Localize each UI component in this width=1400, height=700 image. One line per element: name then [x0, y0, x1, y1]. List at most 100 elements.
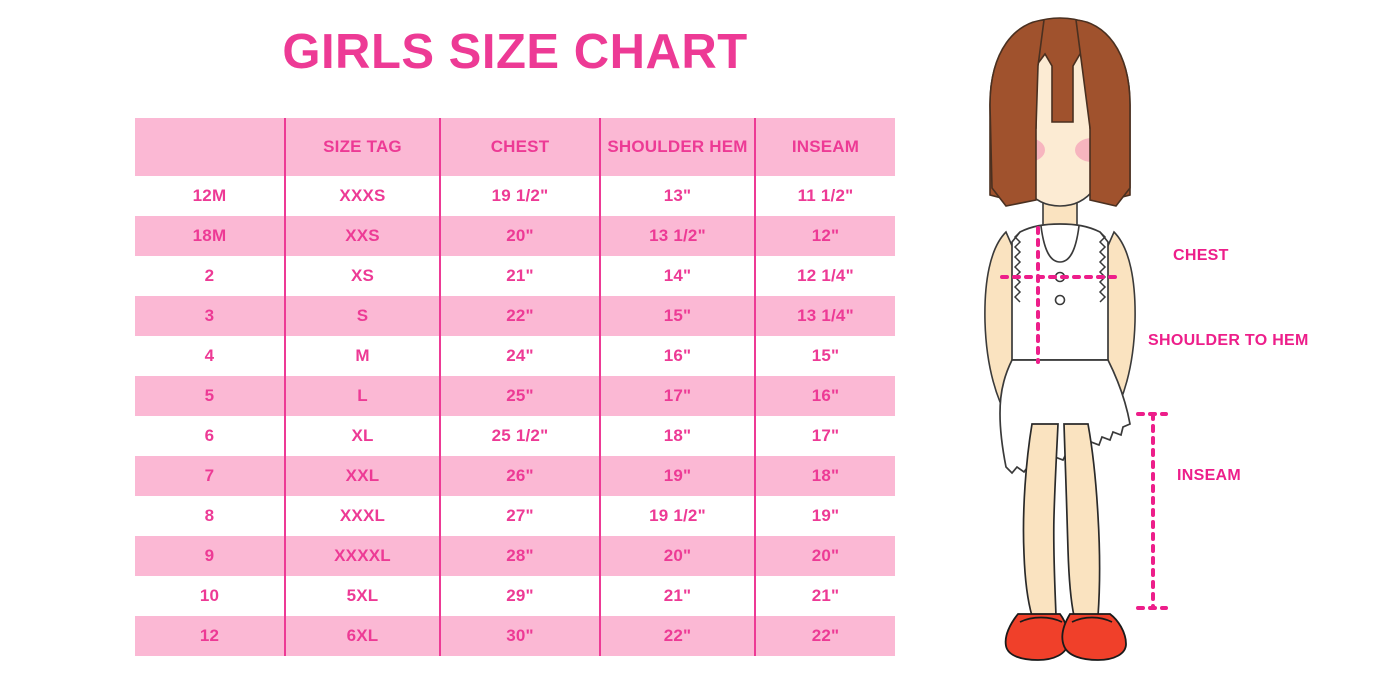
blouse-neckline — [1040, 225, 1080, 263]
table-body: 12M XXXS 19 1/2" 13" 11 1/2" 18M XXS 20"… — [135, 176, 895, 656]
column-header-inseam: INSEAM — [754, 118, 895, 176]
cell-inseam: 12 1/4" — [754, 256, 895, 296]
cell-chest: 25" — [439, 376, 600, 416]
cell-size: 4 — [135, 336, 285, 376]
cell-size-tag: 6XL — [284, 616, 440, 656]
cell-size: 8 — [135, 496, 285, 536]
cell-shoulder-hem: 15" — [599, 296, 755, 336]
cell-inseam: 13 1/4" — [754, 296, 895, 336]
cell-chest: 25 1/2" — [439, 416, 600, 456]
shoulder-to-hem-measure-label: SHOULDER TO HEM — [1148, 332, 1309, 349]
cell-chest: 22" — [439, 296, 600, 336]
table-row: 12M XXXS 19 1/2" 13" 11 1/2" — [135, 176, 895, 216]
cell-shoulder-hem: 22" — [599, 616, 755, 656]
cell-shoulder-hem: 17" — [599, 376, 755, 416]
cell-inseam: 20" — [754, 536, 895, 576]
hair-left-icon — [989, 19, 1045, 207]
cell-shoulder-hem: 21" — [599, 576, 755, 616]
table-row: 7 XXL 26" 19" 18" — [135, 456, 895, 496]
table-row: 12 6XL 30" 22" 22" — [135, 616, 895, 656]
cell-inseam: 12" — [754, 216, 895, 256]
table-header: SIZE TAG CHEST SHOULDER HEM INSEAM — [135, 118, 895, 176]
cell-size: 3 — [135, 296, 285, 336]
cell-shoulder-hem: 14" — [599, 256, 755, 296]
cell-inseam: 16" — [754, 376, 895, 416]
cell-size-tag: XXXS — [284, 176, 440, 216]
cell-shoulder-hem: 20" — [599, 536, 755, 576]
leg-left-shape — [1022, 423, 1059, 617]
cell-size: 7 — [135, 456, 285, 496]
cell-inseam: 17" — [754, 416, 895, 456]
button-lower-icon — [1054, 294, 1066, 306]
shoe-left-strap-icon — [1019, 616, 1063, 623]
table-row: 6 XL 25 1/2" 18" 17" — [135, 416, 895, 456]
cell-size: 9 — [135, 536, 285, 576]
hair-right-icon — [1075, 19, 1131, 207]
cell-shoulder-hem: 19 1/2" — [599, 496, 755, 536]
cell-size: 18M — [135, 216, 285, 256]
table-row: 3 S 22" 15" 13 1/4" — [135, 296, 895, 336]
table-header-row: SIZE TAG CHEST SHOULDER HEM INSEAM — [135, 118, 895, 176]
cell-chest: 29" — [439, 576, 600, 616]
cell-size-tag: XXS — [284, 216, 440, 256]
shoe-right-strap-icon — [1071, 616, 1113, 623]
cell-chest: 27" — [439, 496, 600, 536]
page-title: GIRLS SIZE CHART — [282, 25, 748, 79]
table-row: 9 XXXXL 28" 20" 20" — [135, 536, 895, 576]
cell-size-tag: L — [284, 376, 440, 416]
cell-size-tag: XXXL — [284, 496, 440, 536]
cell-size: 12M — [135, 176, 285, 216]
cell-size: 2 — [135, 256, 285, 296]
cell-size-tag: S — [284, 296, 440, 336]
inseam-measure-label: INSEAM — [1177, 467, 1242, 484]
cell-shoulder-hem: 13" — [599, 176, 755, 216]
cell-size-tag: 5XL — [284, 576, 440, 616]
column-header-shoulder-hem: SHOULDER HEM — [599, 118, 755, 176]
cell-size: 6 — [135, 416, 285, 456]
cell-inseam: 15" — [754, 336, 895, 376]
cell-size-tag: XL — [284, 416, 440, 456]
cell-shoulder-hem: 16" — [599, 336, 755, 376]
table-row: 2 XS 21" 14" 12 1/4" — [135, 256, 895, 296]
cell-chest: 19 1/2" — [439, 176, 600, 216]
cell-chest: 24" — [439, 336, 600, 376]
cell-chest: 30" — [439, 616, 600, 656]
size-chart-table: SIZE TAG CHEST SHOULDER HEM INSEAM 12M X… — [135, 118, 895, 656]
cell-shoulder-hem: 13 1/2" — [599, 216, 755, 256]
cell-size-tag: XS — [284, 256, 440, 296]
table-row: 18M XXS 20" 13 1/2" 12" — [135, 216, 895, 256]
cell-chest: 21" — [439, 256, 600, 296]
cell-chest: 28" — [439, 536, 600, 576]
table-row: 10 5XL 29" 21" 21" — [135, 576, 895, 616]
column-header-size — [135, 118, 285, 176]
cell-inseam: 11 1/2" — [754, 176, 895, 216]
size-table-container: SIZE TAG CHEST SHOULDER HEM INSEAM 12M X… — [135, 118, 895, 656]
table-row: 4 M 24" 16" 15" — [135, 336, 895, 376]
cell-size-tag: M — [284, 336, 440, 376]
sleeve-ruffle-left-icon — [1013, 231, 1022, 303]
cell-size: 12 — [135, 616, 285, 656]
table-row: 8 XXXL 27" 19 1/2" 19" — [135, 496, 895, 536]
chest-measure-label: CHEST — [1173, 247, 1229, 264]
sleeve-ruffle-right-icon — [1098, 231, 1107, 303]
cell-size: 10 — [135, 576, 285, 616]
leg-right-shape — [1063, 423, 1101, 617]
cell-chest: 20" — [439, 216, 600, 256]
cell-chest: 26" — [439, 456, 600, 496]
cell-shoulder-hem: 18" — [599, 416, 755, 456]
cell-size-tag: XXL — [284, 456, 440, 496]
cell-size: 5 — [135, 376, 285, 416]
shoe-right-icon — [1061, 613, 1127, 661]
table-row: 5 L 25" 17" 16" — [135, 376, 895, 416]
blouse-shape — [1011, 223, 1109, 361]
column-header-size-tag: SIZE TAG — [284, 118, 440, 176]
cell-inseam: 22" — [754, 616, 895, 656]
cell-size-tag: XXXXL — [284, 536, 440, 576]
cell-inseam: 18" — [754, 456, 895, 496]
column-header-chest: CHEST — [439, 118, 600, 176]
cell-shoulder-hem: 19" — [599, 456, 755, 496]
girl-figure-illustration — [940, 10, 1240, 670]
cell-inseam: 19" — [754, 496, 895, 536]
cell-inseam: 21" — [754, 576, 895, 616]
